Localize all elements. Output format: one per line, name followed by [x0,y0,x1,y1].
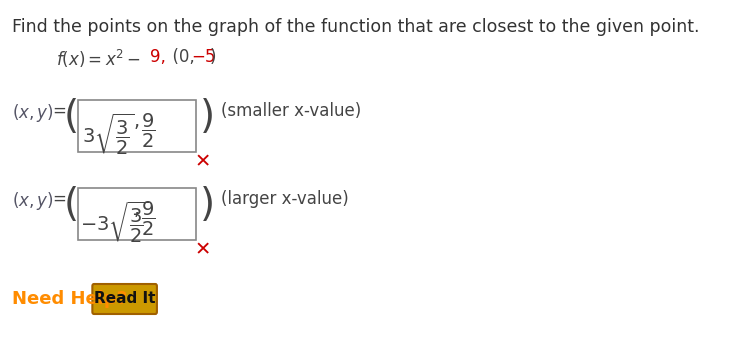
FancyBboxPatch shape [77,100,196,152]
Text: $(x, y)$: $(x, y)$ [12,102,54,124]
Text: $\dfrac{9}{2}$: $\dfrac{9}{2}$ [141,200,155,238]
Text: ,: , [133,112,139,131]
Text: Find the points on the graph of the function that are closest to the given point: Find the points on the graph of the func… [12,18,700,36]
FancyBboxPatch shape [77,188,196,240]
Text: $-3\sqrt{\dfrac{3}{2}}$: $-3\sqrt{\dfrac{3}{2}}$ [80,200,149,246]
Text: Need Help?: Need Help? [12,290,127,308]
Text: ): ) [210,48,216,66]
FancyBboxPatch shape [93,284,157,314]
Text: $\dfrac{9}{2}$: $\dfrac{9}{2}$ [141,112,155,150]
Text: (: ( [64,98,79,136]
Text: $(x, y)$: $(x, y)$ [12,190,54,212]
Text: ,: , [133,200,139,219]
Text: ✕: ✕ [194,152,211,171]
Text: $-5$: $-5$ [191,48,216,66]
Text: =: = [53,102,66,120]
Text: =: = [53,190,66,208]
Text: ): ) [199,98,215,136]
Text: (0,: (0, [162,48,200,66]
Text: 9,: 9, [150,48,166,66]
Text: ✕: ✕ [194,240,211,259]
Text: ): ) [199,186,215,224]
Text: Read It: Read It [94,291,155,306]
Text: (larger x-value): (larger x-value) [220,190,348,208]
Text: $3\sqrt{\dfrac{3}{2}}$: $3\sqrt{\dfrac{3}{2}}$ [82,112,134,157]
Text: $f(x) = x^2 - $: $f(x) = x^2 - $ [55,48,141,70]
Text: (smaller x-value): (smaller x-value) [220,102,361,120]
Text: (: ( [64,186,79,224]
